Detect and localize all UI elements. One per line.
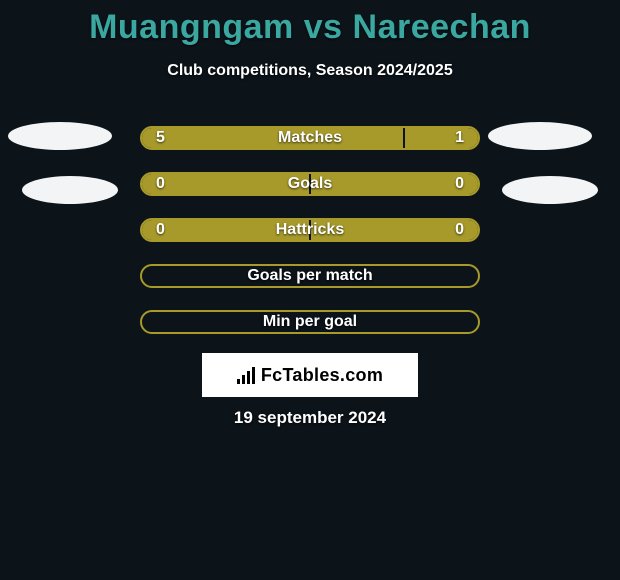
logo-text: FcTables.com — [261, 365, 383, 386]
stat-bar: Goals per match — [140, 264, 480, 288]
title-player-b: Nareechan — [353, 8, 531, 46]
title-player-a: Muangngam — [89, 8, 294, 46]
stat-bar-fill-b — [311, 174, 478, 194]
stat-bar-fill-a — [142, 220, 309, 240]
right-avatar-halo — [488, 122, 592, 150]
date-line: 19 september 2024 — [0, 408, 620, 428]
stat-bar-fill-a — [142, 174, 309, 194]
stat-bar: Matches51 — [140, 126, 480, 150]
stat-bar-label: Min per goal — [142, 312, 478, 332]
fctables-logo: FcTables.com — [202, 353, 418, 397]
subtitle: Club competitions, Season 2024/2025 — [0, 62, 620, 80]
left-avatar-halo — [22, 176, 118, 204]
stat-bar-fill-b — [405, 128, 478, 148]
stat-bar: Hattricks00 — [140, 218, 480, 242]
stat-bar-fill-b — [311, 220, 478, 240]
page-title: Muangngam vs Nareechan — [0, 8, 620, 47]
logo-bars-icon — [237, 366, 255, 384]
comparison-infographic: Muangngam vs Nareechan Club competitions… — [0, 0, 620, 580]
stat-bar: Goals00 — [140, 172, 480, 196]
stat-bar-fill-a — [142, 128, 403, 148]
right-avatar-halo — [502, 176, 598, 204]
stat-bar-label: Goals per match — [142, 266, 478, 286]
title-vs: vs — [304, 8, 343, 46]
stat-bar: Min per goal — [140, 310, 480, 334]
left-avatar-halo — [8, 122, 112, 150]
